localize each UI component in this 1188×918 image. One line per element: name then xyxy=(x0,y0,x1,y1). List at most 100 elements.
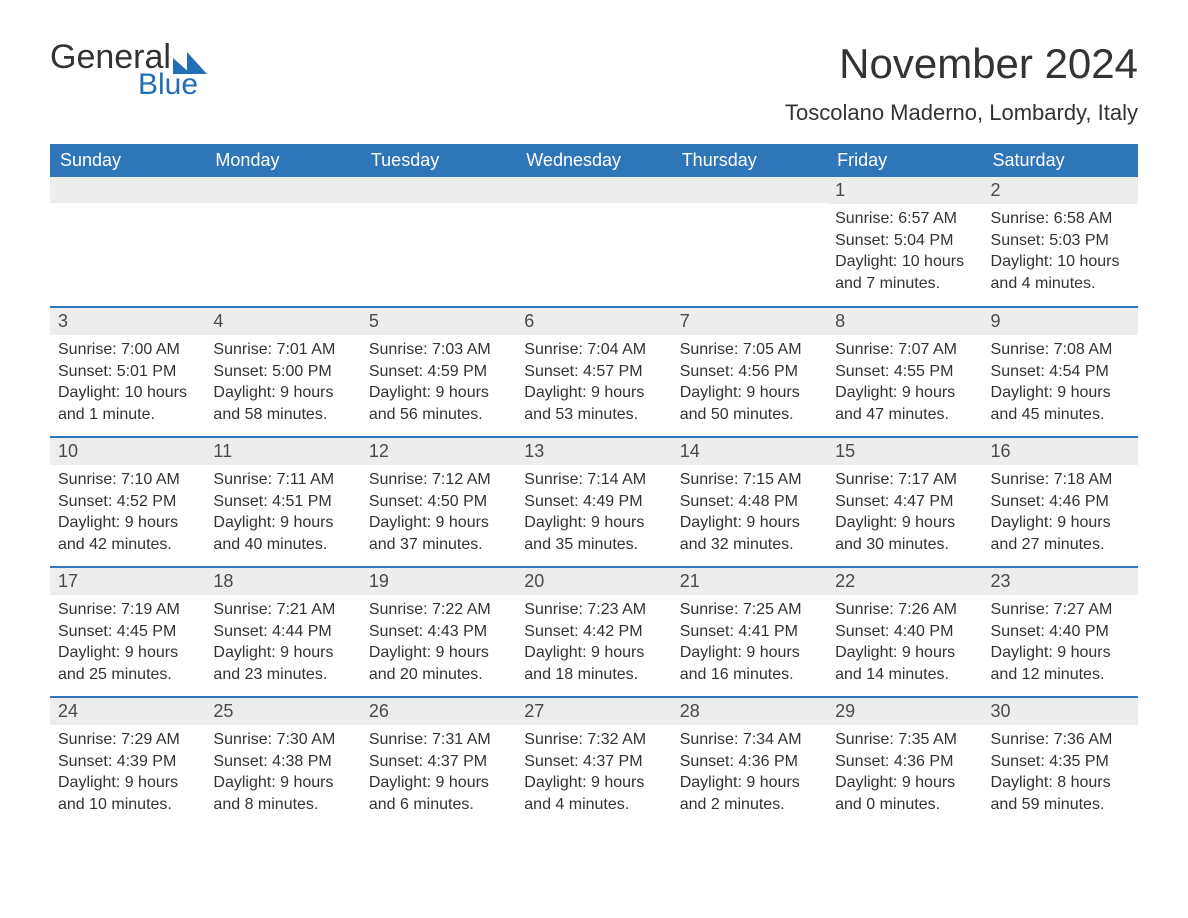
day-number: 1 xyxy=(827,177,982,204)
sunrise-line: Sunrise: 7:14 AM xyxy=(524,469,663,491)
sunrise-line: Sunrise: 7:15 AM xyxy=(680,469,819,491)
daylight-line: Daylight: 10 hours and 4 minutes. xyxy=(991,251,1130,294)
sunrise-line-value: 6:58 AM xyxy=(1054,210,1113,227)
sunrise-line: Sunrise: 7:27 AM xyxy=(991,599,1130,621)
day-number: 4 xyxy=(205,308,360,335)
daylight-line: Daylight: 9 hours and 20 minutes. xyxy=(369,642,508,685)
day-body: Sunrise: 7:35 AMSunset: 4:36 PMDaylight:… xyxy=(827,725,982,825)
sunset-line: Sunset: 4:41 PM xyxy=(680,621,819,643)
daylight-line-label: Daylight: xyxy=(835,774,902,791)
sunrise-line-value: 7:25 AM xyxy=(743,601,802,618)
sunset-line: Sunset: 5:03 PM xyxy=(991,230,1130,252)
sunset-line-value: 4:46 PM xyxy=(1049,493,1109,510)
sunset-line: Sunset: 4:49 PM xyxy=(524,491,663,513)
day-number: 6 xyxy=(516,308,671,335)
calendar-week-row: 10Sunrise: 7:10 AMSunset: 4:52 PMDayligh… xyxy=(50,437,1138,567)
day-number: 15 xyxy=(827,438,982,465)
sunset-line-label: Sunset: xyxy=(213,363,272,380)
day-body: Sunrise: 7:19 AMSunset: 4:45 PMDaylight:… xyxy=(50,595,205,695)
calendar-day-cell: 25Sunrise: 7:30 AMSunset: 4:38 PMDayligh… xyxy=(205,697,360,827)
sunset-line: Sunset: 4:45 PM xyxy=(58,621,197,643)
sunrise-line-label: Sunrise: xyxy=(680,601,743,618)
sunset-line: Sunset: 4:37 PM xyxy=(524,751,663,773)
sunrise-line: Sunrise: 7:19 AM xyxy=(58,599,197,621)
daylight-line-label: Daylight: xyxy=(213,514,280,531)
sunset-line-label: Sunset: xyxy=(213,623,272,640)
day-number: 13 xyxy=(516,438,671,465)
sunrise-line-value: 7:29 AM xyxy=(121,731,180,748)
sunset-line-label: Sunset: xyxy=(213,493,272,510)
sunset-line: Sunset: 4:50 PM xyxy=(369,491,508,513)
day-body: Sunrise: 7:05 AMSunset: 4:56 PMDaylight:… xyxy=(672,335,827,435)
sunrise-line-label: Sunrise: xyxy=(991,210,1054,227)
sunrise-line-label: Sunrise: xyxy=(835,471,898,488)
calendar-day-cell: 18Sunrise: 7:21 AMSunset: 4:44 PMDayligh… xyxy=(205,567,360,697)
daylight-line: Daylight: 9 hours and 14 minutes. xyxy=(835,642,974,685)
calendar-day-cell: 30Sunrise: 7:36 AMSunset: 4:35 PMDayligh… xyxy=(983,697,1138,827)
daylight-line: Daylight: 9 hours and 47 minutes. xyxy=(835,382,974,425)
day-body: Sunrise: 7:32 AMSunset: 4:37 PMDaylight:… xyxy=(516,725,671,825)
sunrise-line: Sunrise: 6:58 AM xyxy=(991,208,1130,230)
calendar-day-cell: 29Sunrise: 7:35 AMSunset: 4:36 PMDayligh… xyxy=(827,697,982,827)
sunset-line-value: 4:51 PM xyxy=(272,493,332,510)
daylight-line: Daylight: 9 hours and 30 minutes. xyxy=(835,512,974,555)
day-number: 28 xyxy=(672,698,827,725)
daylight-line: Daylight: 9 hours and 6 minutes. xyxy=(369,772,508,815)
sunrise-line: Sunrise: 7:29 AM xyxy=(58,729,197,751)
sunset-line-value: 5:04 PM xyxy=(894,232,954,249)
daylight-line: Daylight: 9 hours and 32 minutes. xyxy=(680,512,819,555)
calendar-week-row: 24Sunrise: 7:29 AMSunset: 4:39 PMDayligh… xyxy=(50,697,1138,827)
day-body xyxy=(205,203,360,283)
sunrise-line-label: Sunrise: xyxy=(369,471,432,488)
sunrise-line-value: 7:03 AM xyxy=(432,341,491,358)
sunrise-line-label: Sunrise: xyxy=(369,341,432,358)
sunset-line-label: Sunset: xyxy=(369,363,428,380)
sunset-line-value: 4:47 PM xyxy=(894,493,954,510)
day-body: Sunrise: 7:12 AMSunset: 4:50 PMDaylight:… xyxy=(361,465,516,565)
day-number: 17 xyxy=(50,568,205,595)
daylight-line: Daylight: 9 hours and 42 minutes. xyxy=(58,512,197,555)
sunrise-line-label: Sunrise: xyxy=(58,601,121,618)
daylight-line: Daylight: 9 hours and 58 minutes. xyxy=(213,382,352,425)
sunrise-line: Sunrise: 7:36 AM xyxy=(991,729,1130,751)
daylight-line: Daylight: 9 hours and 16 minutes. xyxy=(680,642,819,685)
calendar-day-cell xyxy=(205,177,360,307)
sunset-line-label: Sunset: xyxy=(58,753,117,770)
daylight-line-label: Daylight: xyxy=(213,644,280,661)
day-number xyxy=(205,177,360,203)
day-body: Sunrise: 7:22 AMSunset: 4:43 PMDaylight:… xyxy=(361,595,516,695)
day-body: Sunrise: 7:04 AMSunset: 4:57 PMDaylight:… xyxy=(516,335,671,435)
sunrise-line-value: 7:23 AM xyxy=(587,601,646,618)
sunrise-line-label: Sunrise: xyxy=(835,210,898,227)
day-body: Sunrise: 7:18 AMSunset: 4:46 PMDaylight:… xyxy=(983,465,1138,565)
day-number: 21 xyxy=(672,568,827,595)
sunset-line-label: Sunset: xyxy=(680,363,739,380)
sunrise-line-label: Sunrise: xyxy=(369,731,432,748)
sunrise-line-value: 6:57 AM xyxy=(898,210,957,227)
sunrise-line-value: 7:22 AM xyxy=(432,601,491,618)
day-number xyxy=(516,177,671,203)
calendar-day-cell: 12Sunrise: 7:12 AMSunset: 4:50 PMDayligh… xyxy=(361,437,516,567)
sunrise-line: Sunrise: 7:07 AM xyxy=(835,339,974,361)
sunrise-line-label: Sunrise: xyxy=(680,341,743,358)
weekday-header: Tuesday xyxy=(361,144,516,177)
daylight-line: Daylight: 9 hours and 0 minutes. xyxy=(835,772,974,815)
sunset-line: Sunset: 4:56 PM xyxy=(680,361,819,383)
sunrise-line: Sunrise: 7:03 AM xyxy=(369,339,508,361)
sunset-line-label: Sunset: xyxy=(369,493,428,510)
sunrise-line: Sunrise: 7:00 AM xyxy=(58,339,197,361)
sunset-line: Sunset: 4:57 PM xyxy=(524,361,663,383)
day-body: Sunrise: 7:30 AMSunset: 4:38 PMDaylight:… xyxy=(205,725,360,825)
sunrise-line-label: Sunrise: xyxy=(680,471,743,488)
sunset-line-label: Sunset: xyxy=(835,493,894,510)
calendar-day-cell xyxy=(50,177,205,307)
sunrise-line-label: Sunrise: xyxy=(369,601,432,618)
sunset-line-value: 4:48 PM xyxy=(738,493,798,510)
day-body: Sunrise: 7:29 AMSunset: 4:39 PMDaylight:… xyxy=(50,725,205,825)
calendar-day-cell xyxy=(361,177,516,307)
daylight-line: Daylight: 9 hours and 25 minutes. xyxy=(58,642,197,685)
calendar-day-cell xyxy=(672,177,827,307)
sunset-line-label: Sunset: xyxy=(835,363,894,380)
sunset-line: Sunset: 4:40 PM xyxy=(991,621,1130,643)
sunrise-line-label: Sunrise: xyxy=(58,471,121,488)
